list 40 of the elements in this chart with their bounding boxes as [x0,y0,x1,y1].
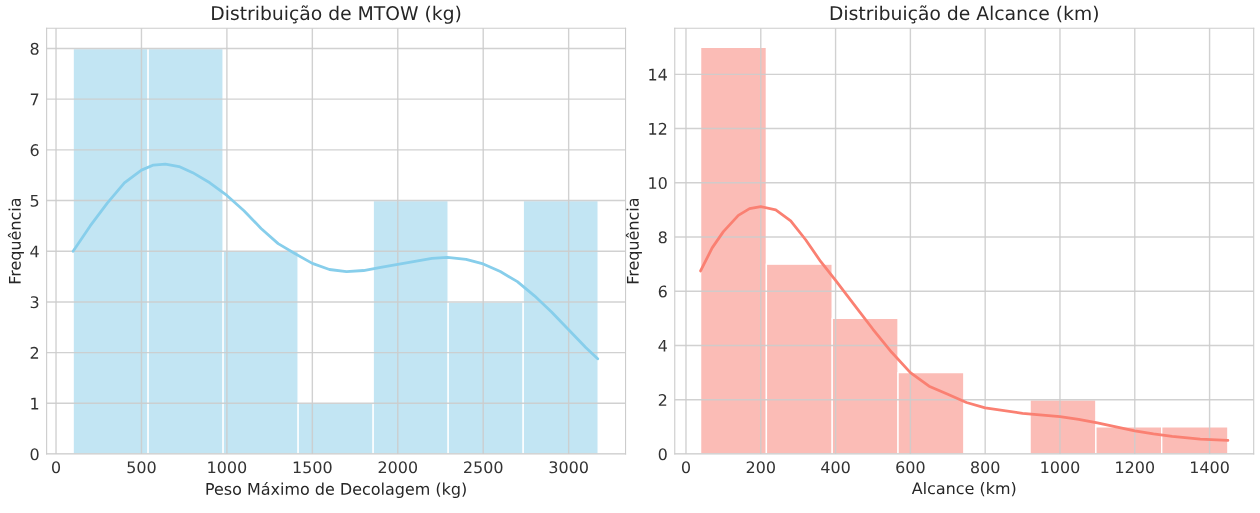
y-tick-label: 1 [31,397,39,410]
x-tick-label: 2000 [378,461,418,474]
x-tick-label: 1400 [1191,461,1229,474]
y-tick-label: 6 [30,144,39,157]
y-tick-label: 3 [30,296,39,309]
x-axis-title: Alcance (km) [911,481,1016,497]
x-tick-label: 1000 [208,461,247,474]
y-tick-label: 8 [30,42,39,55]
y-tick-label: 12 [649,122,667,135]
x-tick-label: 600 [896,461,925,474]
x-tick-label: 1500 [293,461,332,474]
x-tick-label: 2500 [464,461,503,474]
y-tick-label: 8 [658,231,667,244]
x-tick-label: 1200 [1116,461,1155,474]
x-tick-label: 0 [681,461,690,474]
chart-title: Distribuição de MTOW (kg) [212,5,461,24]
y-tick-label: 7 [30,93,39,106]
line-series [71,162,600,361]
y-tick-label: 10 [649,177,667,190]
y-tick-label: 5 [30,194,39,207]
chart-title: Distribuição de Alcance (km) [830,5,1098,24]
x-tick-label: 400 [821,461,850,474]
y-tick-label: 14 [649,68,667,81]
x-tick-label: 800 [971,461,1000,474]
x-tick-label: 3000 [549,461,588,474]
x-tick-label: 500 [127,461,156,474]
y-tick-label: 6 [658,285,667,298]
y-tick-label: 2 [30,346,39,359]
y-tick-label: 0 [658,448,667,461]
y-tick-label: 2 [658,393,667,406]
y-axis-title: Frequência [625,198,642,284]
line-series [699,205,1230,442]
x-tick-label: 1000 [1041,461,1080,474]
x-tick-label: 0 [51,461,61,474]
y-tick-label: 4 [658,339,667,352]
y-axis-title: Frequência [7,198,24,284]
y-tick-label: 4 [30,245,39,258]
y-tick-label: 0 [30,448,39,461]
x-axis-title: Peso Máximo de Decolagem (kg) [206,481,466,499]
x-tick-label: 200 [746,461,775,474]
